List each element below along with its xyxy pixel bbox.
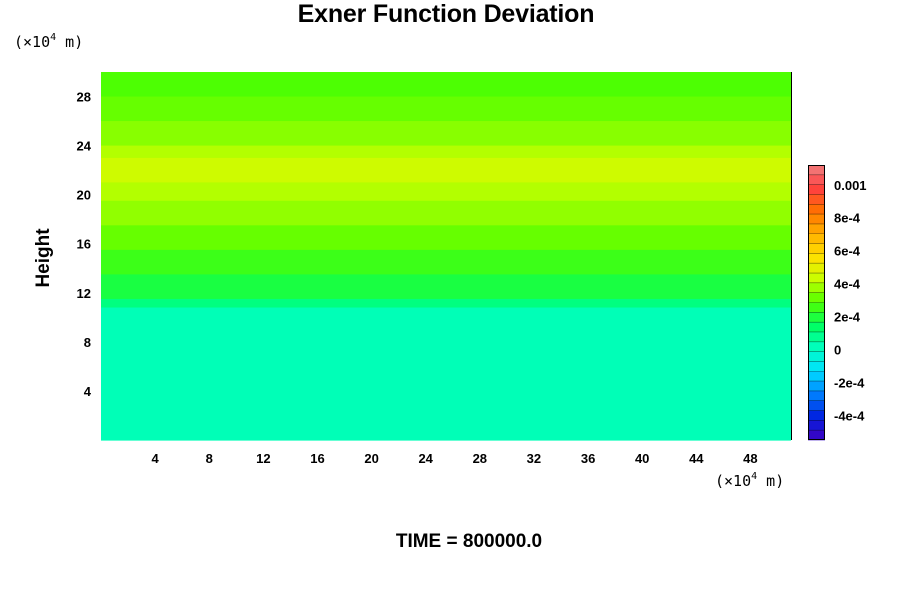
x-tick-label: 44 — [689, 451, 704, 466]
colorbar-segment — [808, 410, 825, 421]
x-tick-label: 20 — [364, 451, 378, 466]
x-tick-label: 48 — [743, 451, 757, 466]
field-band — [101, 249, 791, 275]
field-band — [101, 298, 791, 309]
y-tick-label: 28 — [77, 90, 91, 105]
colorbar-segment — [808, 341, 825, 352]
time-label: TIME = 800000.0 — [395, 531, 543, 552]
y-tick-label: 8 — [84, 335, 91, 350]
colorbar-segment — [808, 253, 825, 264]
colorbar-segment — [808, 243, 825, 254]
colorbar-segment — [808, 214, 825, 225]
colorbar-segment — [808, 420, 825, 431]
field-band — [101, 72, 791, 98]
x-tick-label: 4 — [151, 451, 159, 466]
colorbar-tick-label: 2e-4 — [834, 310, 861, 325]
field-band — [101, 200, 791, 226]
colorbar-segment — [808, 430, 825, 441]
colorbar-segment — [808, 322, 825, 333]
y-tick-label: 20 — [77, 188, 91, 203]
colorbar-segment — [808, 351, 825, 362]
colorbar-segment — [808, 371, 825, 382]
field-band — [101, 145, 791, 159]
colorbar-segment — [808, 331, 825, 343]
y-tick-label: 16 — [77, 237, 91, 252]
colorbar-segment — [808, 174, 825, 185]
colorbar-segment — [808, 302, 825, 313]
colorbar-segment — [808, 194, 825, 205]
x-axis-unit: (×104 m) — [715, 471, 785, 490]
x-tick-label: 32 — [527, 451, 541, 466]
colorbar-tick-label: 6e-4 — [834, 244, 861, 259]
field-band — [101, 121, 791, 147]
y-unit-suffix: m) — [56, 33, 84, 51]
colorbar-segment — [808, 204, 825, 215]
colorbar-tick-label: 8e-4 — [834, 211, 861, 226]
colorbar-segment — [808, 292, 825, 303]
field-band — [101, 182, 791, 202]
colorbar-segment — [808, 233, 825, 244]
y-tick-label: 12 — [77, 286, 91, 301]
y-tick-label: 24 — [77, 139, 92, 154]
colorbar-segment — [808, 381, 825, 392]
y-unit-prefix: (×10 — [14, 33, 51, 51]
x-unit-suffix: m) — [757, 472, 785, 490]
y-tick-label: 4 — [84, 384, 92, 399]
colorbar-tick-label: -2e-4 — [834, 375, 865, 390]
field-band — [101, 274, 791, 300]
x-tick-label: 12 — [256, 451, 270, 466]
x-tick-label: 40 — [635, 451, 649, 466]
colorbar-segment — [808, 361, 825, 372]
colorbar-frame — [808, 165, 825, 440]
field-band — [101, 96, 791, 122]
field-band — [101, 307, 791, 441]
colorbar-segment — [808, 312, 825, 323]
y-unit-exponent: 4 — [50, 32, 57, 43]
colorbar-segment — [808, 273, 825, 284]
x-tick-label: 24 — [418, 451, 433, 466]
colorbar-segment — [808, 263, 825, 274]
colorbar-segment — [808, 282, 825, 293]
colorbar-segment — [808, 184, 825, 195]
field-band — [101, 225, 791, 251]
colorbar-segment — [808, 390, 825, 402]
colorbar-segment — [808, 223, 825, 235]
chart-title: Exner Function Deviation — [297, 0, 595, 28]
x-tick-label: 8 — [206, 451, 213, 466]
x-tick-label: 16 — [310, 451, 324, 466]
colorbar-tick-label: 4e-4 — [834, 277, 861, 292]
colorbar-tick-label: 0 — [834, 342, 841, 357]
colorbar-tick-label: 0.001 — [834, 178, 867, 193]
x-unit-exponent: 4 — [751, 471, 758, 482]
field-band — [101, 157, 791, 183]
x-unit-prefix: (×10 — [715, 472, 752, 490]
colorbar-segment — [808, 400, 825, 411]
x-tick-label: 36 — [581, 451, 595, 466]
x-tick-label: 28 — [473, 451, 487, 466]
colorbar-tick-label: -4e-4 — [834, 408, 865, 423]
y-axis-unit: (×104 m) — [14, 32, 84, 51]
colorbar-segment — [808, 165, 825, 176]
